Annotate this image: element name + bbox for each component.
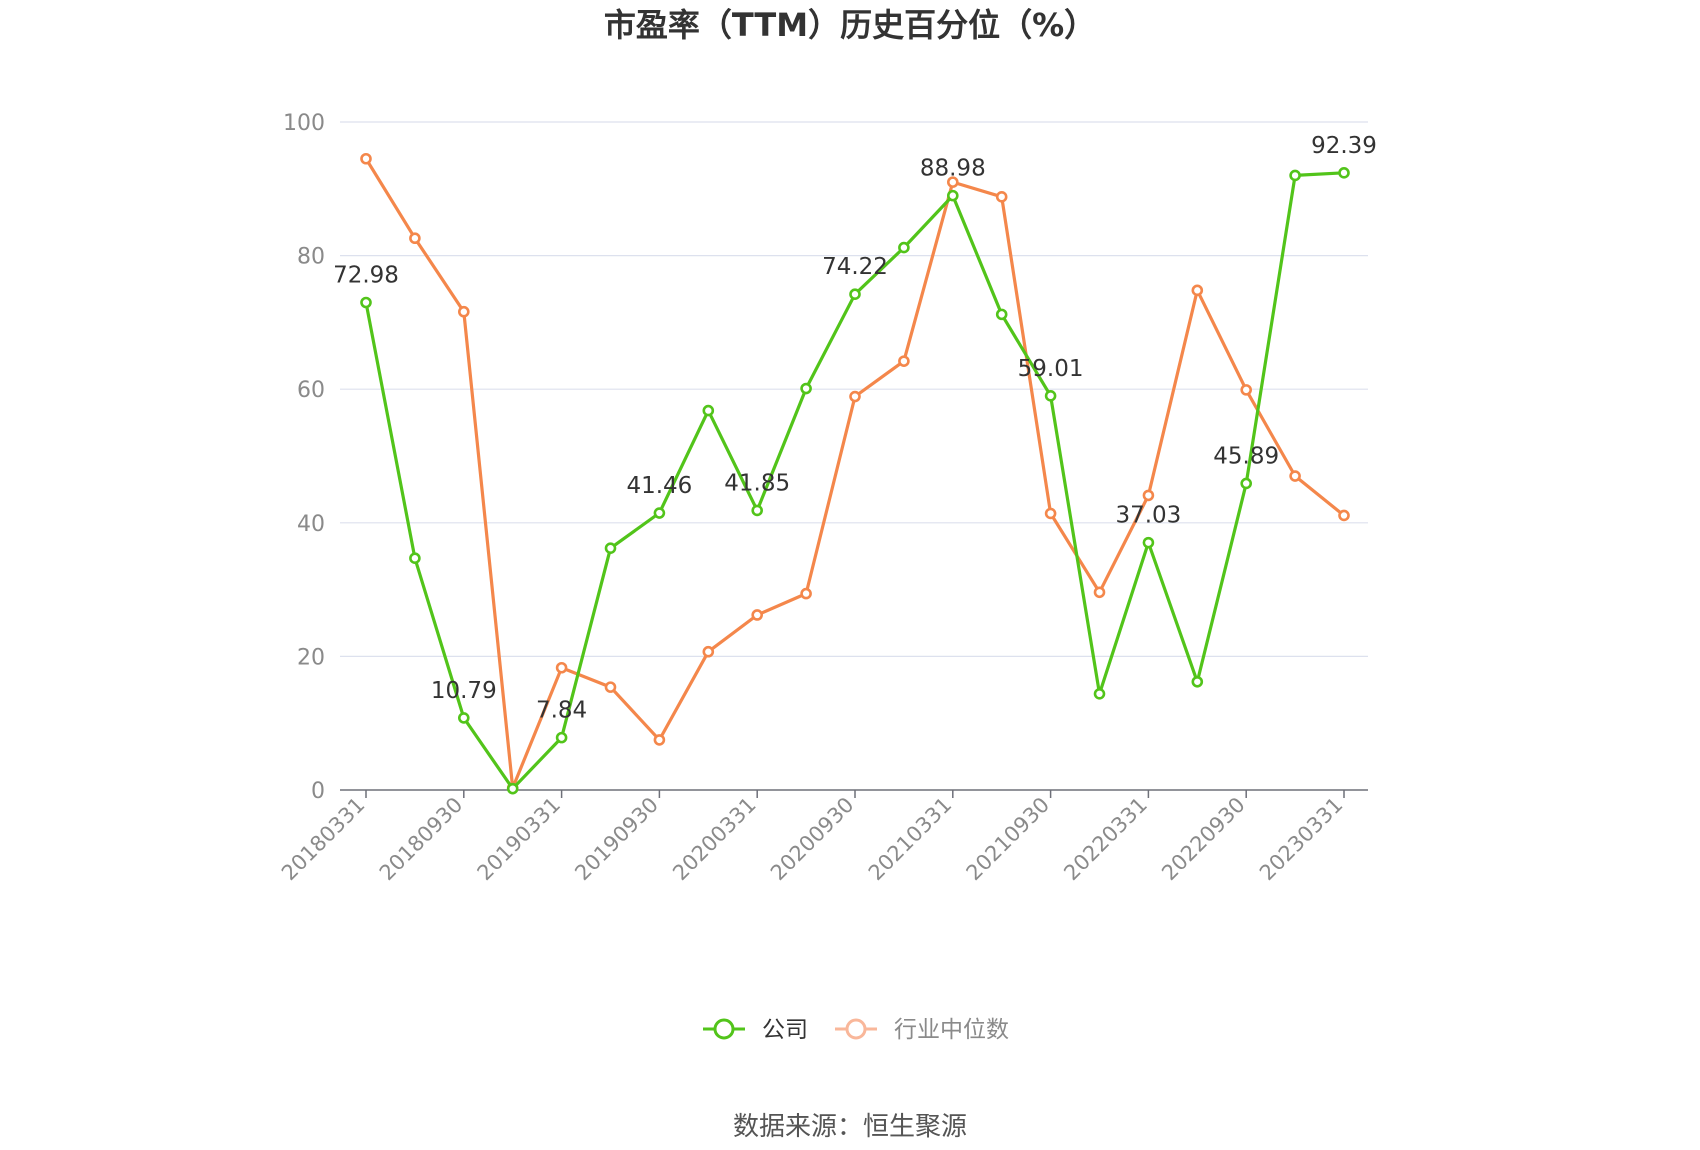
legend-item-company[interactable]: 公司 — [703, 1017, 808, 1043]
data-point-company — [506, 782, 519, 795]
data-point-company — [995, 308, 1008, 321]
data-point-industry-median — [1240, 384, 1252, 396]
series-line-industry-median — [364, 157, 1346, 790]
legend-item-industry-median[interactable]: 行业中位数 — [835, 1017, 1009, 1043]
data-label: 74.22 — [822, 254, 888, 280]
data-point-industry-median — [1093, 586, 1106, 599]
data-point-company — [1093, 688, 1106, 700]
data-point-industry-median — [1289, 470, 1301, 482]
data-point-company — [1044, 390, 1057, 402]
data-point-company — [751, 504, 764, 517]
data-label: 59.01 — [1018, 356, 1084, 382]
x-tick-label: 20210930 — [962, 793, 1055, 886]
y-tick-label: 60 — [297, 378, 325, 403]
y-axis-ticks: 0 20 40 60 80 100 — [283, 111, 325, 804]
data-label: 92.39 — [1311, 133, 1377, 159]
data-point-company — [946, 189, 959, 202]
x-tick-label: 20220331 — [1059, 793, 1152, 886]
data-point-industry-median — [653, 734, 666, 746]
legend-label-company: 公司 — [762, 1017, 808, 1043]
x-tick-label: 20200331 — [668, 793, 761, 886]
data-point-company — [849, 288, 861, 301]
data-point-company — [898, 241, 910, 254]
data-point-company — [1338, 167, 1350, 179]
data-point-company — [1191, 675, 1204, 688]
data-point-company — [800, 382, 812, 395]
data-point-company — [1240, 477, 1252, 490]
data-point-company — [1142, 536, 1155, 549]
data-point-industry-median — [702, 645, 715, 658]
data-point-industry-median — [1142, 489, 1155, 502]
data-label: 45.89 — [1213, 443, 1279, 469]
data-label: 37.03 — [1115, 503, 1181, 529]
x-tick-label: 20180930 — [375, 793, 468, 886]
data-point-company — [457, 712, 470, 724]
chart-title: 市盈率（TTM）历史百分位（%） — [604, 6, 1096, 44]
y-tick-label: 100 — [283, 111, 325, 136]
data-point-industry-median — [751, 609, 764, 621]
legend-marker-industry-median — [845, 1018, 867, 1040]
data-label: 88.98 — [920, 156, 986, 182]
data-point-industry-median — [898, 355, 910, 367]
y-tick-label: 80 — [297, 245, 325, 270]
data-point-company — [604, 542, 617, 554]
x-tick-label: 20190331 — [473, 793, 566, 886]
x-tick-label: 20220930 — [1157, 793, 1250, 886]
data-point-industry-median — [1044, 507, 1057, 520]
data-point-industry-median — [360, 152, 372, 165]
y-tick-label: 20 — [297, 645, 325, 670]
x-tick-label: 20200930 — [766, 793, 859, 886]
grid-lines — [340, 121, 1368, 658]
data-point-company — [555, 731, 568, 744]
data-label: 7.84 — [536, 698, 587, 724]
data-labels: 72.98 10.79 7.84 41.46 41.85 74.22 88.98 59.01 3… — [333, 133, 1377, 724]
data-point-company — [360, 296, 372, 309]
data-point-company — [653, 507, 666, 519]
x-tick-label: 20230331 — [1255, 793, 1348, 886]
data-point-industry-median — [409, 232, 421, 245]
data-label: 72.98 — [333, 262, 399, 288]
data-point-industry-median — [1191, 284, 1204, 297]
data-point-industry-median — [457, 305, 470, 318]
data-point-industry-median — [1338, 509, 1350, 522]
x-tick-label: 20210331 — [864, 793, 957, 886]
legend-label-industry-median: 行业中位数 — [894, 1017, 1009, 1043]
data-point-industry-median — [800, 587, 812, 600]
data-label: 41.46 — [626, 473, 692, 499]
x-tick-label: 20190930 — [570, 793, 663, 886]
series-layer — [360, 152, 1350, 795]
data-label: 10.79 — [431, 678, 497, 704]
legend: 公司 行业中位数 — [703, 1017, 1009, 1043]
y-tick-label: 0 — [311, 779, 325, 804]
x-axis-ticks: 20180331 20180930 20190331 20190930 20200331… — [277, 790, 1348, 885]
data-point-industry-median — [555, 661, 568, 674]
data-point-company — [702, 404, 715, 417]
data-source: 数据来源：恒生聚源 — [733, 1112, 967, 1142]
data-point-industry-median — [604, 681, 617, 693]
data-point-company — [1289, 169, 1301, 182]
data-point-company — [409, 552, 421, 565]
x-tick-label: 20180331 — [277, 793, 370, 886]
data-label: 41.85 — [724, 470, 790, 496]
data-point-industry-median — [946, 176, 959, 188]
legend-marker-company — [713, 1018, 735, 1040]
data-point-industry-median — [849, 390, 861, 403]
data-point-industry-median — [995, 191, 1008, 203]
y-tick-label: 40 — [297, 512, 325, 537]
